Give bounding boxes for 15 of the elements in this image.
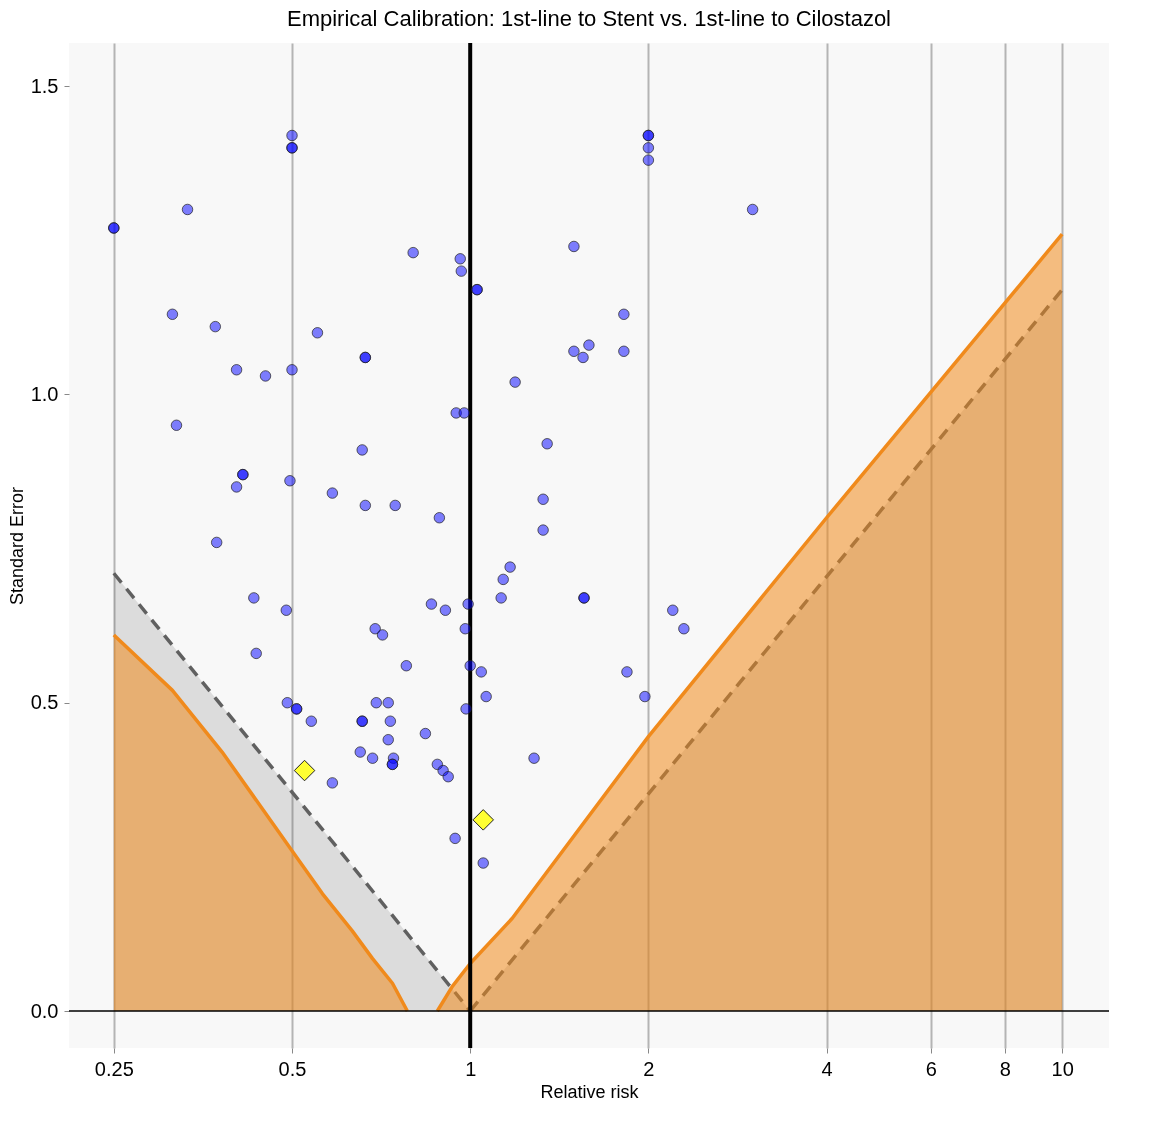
y-axis-title: Standard Error	[6, 486, 27, 606]
x-tick-label: 0.25	[94, 1057, 134, 1080]
chart-title: Empirical Calibration: 1st-line to Stent vs. 1st-line to Cilostazol	[286, 6, 892, 31]
y-tick-label: 0.0	[30, 999, 59, 1022]
x-tick-label: 8	[999, 1057, 1011, 1080]
y-tick-label: 1.0	[30, 382, 59, 405]
x-axis-title: Relative risk	[540, 1081, 640, 1102]
x-tick-label: 2	[643, 1057, 655, 1080]
x-tick-label: 4	[821, 1057, 833, 1080]
x-tick-label: 0.5	[278, 1057, 307, 1080]
x-tick-label: 10	[1051, 1057, 1074, 1080]
x-tick-label: 1	[465, 1057, 477, 1080]
y-tick-label: 0.5	[30, 691, 59, 714]
y-tick-label: 1.5	[30, 74, 59, 97]
x-tick-label: 6	[925, 1057, 937, 1080]
